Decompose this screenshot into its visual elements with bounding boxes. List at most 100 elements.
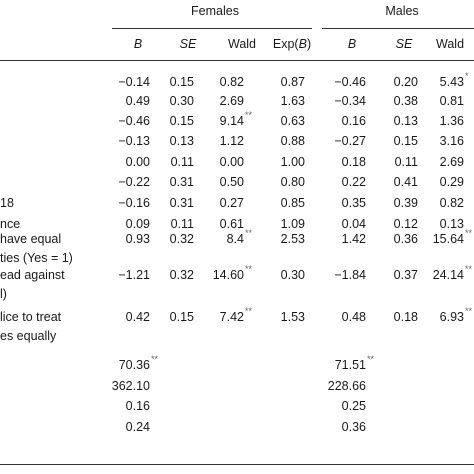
cell-value: 2.69	[440, 155, 464, 169]
cell-value: 1.53	[281, 310, 305, 324]
exp-suffix: )	[307, 37, 311, 51]
cell-value: 0.15	[394, 134, 418, 148]
group-header-females: Females	[120, 4, 310, 18]
cell-value: 0.80	[281, 175, 305, 189]
cell-m-se: 0.41	[358, 175, 418, 189]
cell-value: 0.37	[394, 268, 418, 282]
cell-value: 0.24	[126, 420, 150, 434]
row-label: ead against	[0, 268, 65, 282]
cell-value: 1.63	[281, 94, 305, 108]
cell-f-exp: 1.00	[245, 155, 305, 169]
col-header-m-se: SE	[384, 37, 424, 51]
cell-m-se: 0.13	[358, 114, 418, 128]
cell-m-wald: 24.14 **	[424, 268, 464, 282]
cell-f-wald: 0.61	[184, 217, 244, 231]
cell-f-wald: 14.60 **	[184, 268, 244, 282]
cell-value: 0.61	[220, 217, 244, 231]
cell-value: 0.29	[440, 175, 464, 189]
cell-m-wald: 15.64 **	[424, 232, 464, 246]
row-label: nce	[0, 217, 20, 231]
row-label-continued: ties (Yes = 1)	[0, 251, 73, 265]
cell-m-b: −0.34	[306, 94, 366, 108]
cell-value: 15.64	[433, 232, 464, 246]
cell-value: 0.30	[281, 268, 305, 282]
cell-value: 0.82	[440, 196, 464, 210]
group-rule-males	[322, 28, 474, 29]
cell-m-b: 0.04	[306, 217, 366, 231]
cell-f-wald: 0.27	[184, 196, 244, 210]
cell-value: 5.43	[440, 75, 464, 89]
group-rule-females	[112, 28, 312, 29]
stat-m: 0.25	[306, 399, 366, 413]
cell-value: 0.50	[220, 175, 244, 189]
cell-value: 0.39	[394, 196, 418, 210]
stat-f: 362.10	[90, 379, 150, 393]
cell-m-se: 0.20	[358, 75, 418, 89]
row-label: have equal	[0, 232, 61, 246]
cell-value: 0.20	[394, 75, 418, 89]
cell-m-wald: 0.29	[424, 175, 464, 189]
cell-value: 2.69	[220, 94, 244, 108]
cell-m-se: 0.12	[358, 217, 418, 231]
cell-m-b: 0.22	[306, 175, 366, 189]
cell-m-wald: 0.13	[424, 217, 464, 231]
cell-f-wald: 0.50	[184, 175, 244, 189]
cell-value: 0.38	[394, 94, 418, 108]
cell-value: 0.13	[394, 114, 418, 128]
cell-f-exp: 1.63	[245, 94, 305, 108]
cell-value: 1.09	[281, 217, 305, 231]
cell-value: 0.36	[394, 232, 418, 246]
cell-m-se: 0.38	[358, 94, 418, 108]
cell-value: 0.82	[220, 75, 244, 89]
cell-value: 228.66	[328, 379, 366, 393]
stat-m: 71.51 **	[306, 358, 366, 372]
cell-m-b: 0.48	[306, 310, 366, 324]
cell-m-b: 0.35	[306, 196, 366, 210]
cell-value: 0.12	[394, 217, 418, 231]
cell-f-exp: 1.53	[245, 310, 305, 324]
cell-m-b: −0.46	[306, 75, 366, 89]
significance-marker: *	[465, 71, 469, 81]
stat-m: 0.36	[306, 420, 366, 434]
cell-value: 0.36	[342, 420, 366, 434]
cell-m-se: 0.15	[358, 134, 418, 148]
cell-value: 0.25	[342, 399, 366, 413]
cell-m-wald: 0.81	[424, 94, 464, 108]
cell-value: 0.00	[220, 155, 244, 169]
row-label-continued: es equally	[0, 329, 56, 343]
cell-f-wald: 0.00	[184, 155, 244, 169]
cell-m-se: 0.36	[358, 232, 418, 246]
row-label-continued: l)	[0, 287, 7, 301]
cell-f-wald: 2.69	[184, 94, 244, 108]
cell-m-b: 1.42	[306, 232, 366, 246]
cell-value: 0.63	[281, 114, 305, 128]
cell-value: 0.16	[126, 399, 150, 413]
stat-m: 228.66	[306, 379, 366, 393]
row-label: 18	[0, 196, 14, 210]
cell-value: 1.36	[440, 114, 464, 128]
cell-value: 0.88	[281, 134, 305, 148]
cell-m-wald: 6.93 **	[424, 310, 464, 324]
cell-value: 0.41	[394, 175, 418, 189]
exp-b: B	[299, 37, 307, 51]
cell-f-exp: 0.30	[245, 268, 305, 282]
cell-m-se: 0.37	[358, 268, 418, 282]
significance-marker: **	[151, 354, 158, 364]
cell-m-wald: 2.69	[424, 155, 464, 169]
stat-f: 70.36 **	[90, 358, 150, 372]
col-header-m-wald: Wald	[428, 37, 474, 51]
significance-marker: **	[465, 228, 472, 238]
cell-m-se: 0.18	[358, 310, 418, 324]
cell-f-wald: 7.42 **	[184, 310, 244, 324]
cell-m-wald: 3.16	[424, 134, 464, 148]
cell-m-wald: 0.82	[424, 196, 464, 210]
cell-m-se: 0.39	[358, 196, 418, 210]
cell-f-exp: 0.63	[245, 114, 305, 128]
cell-value: 6.93	[440, 310, 464, 324]
cell-value: 9.14	[220, 114, 244, 128]
cell-value: 0.87	[281, 75, 305, 89]
cell-value: 2.53	[281, 232, 305, 246]
cell-f-exp: 0.85	[245, 196, 305, 210]
cell-f-exp: 2.53	[245, 232, 305, 246]
cell-value: 7.42	[220, 310, 244, 324]
